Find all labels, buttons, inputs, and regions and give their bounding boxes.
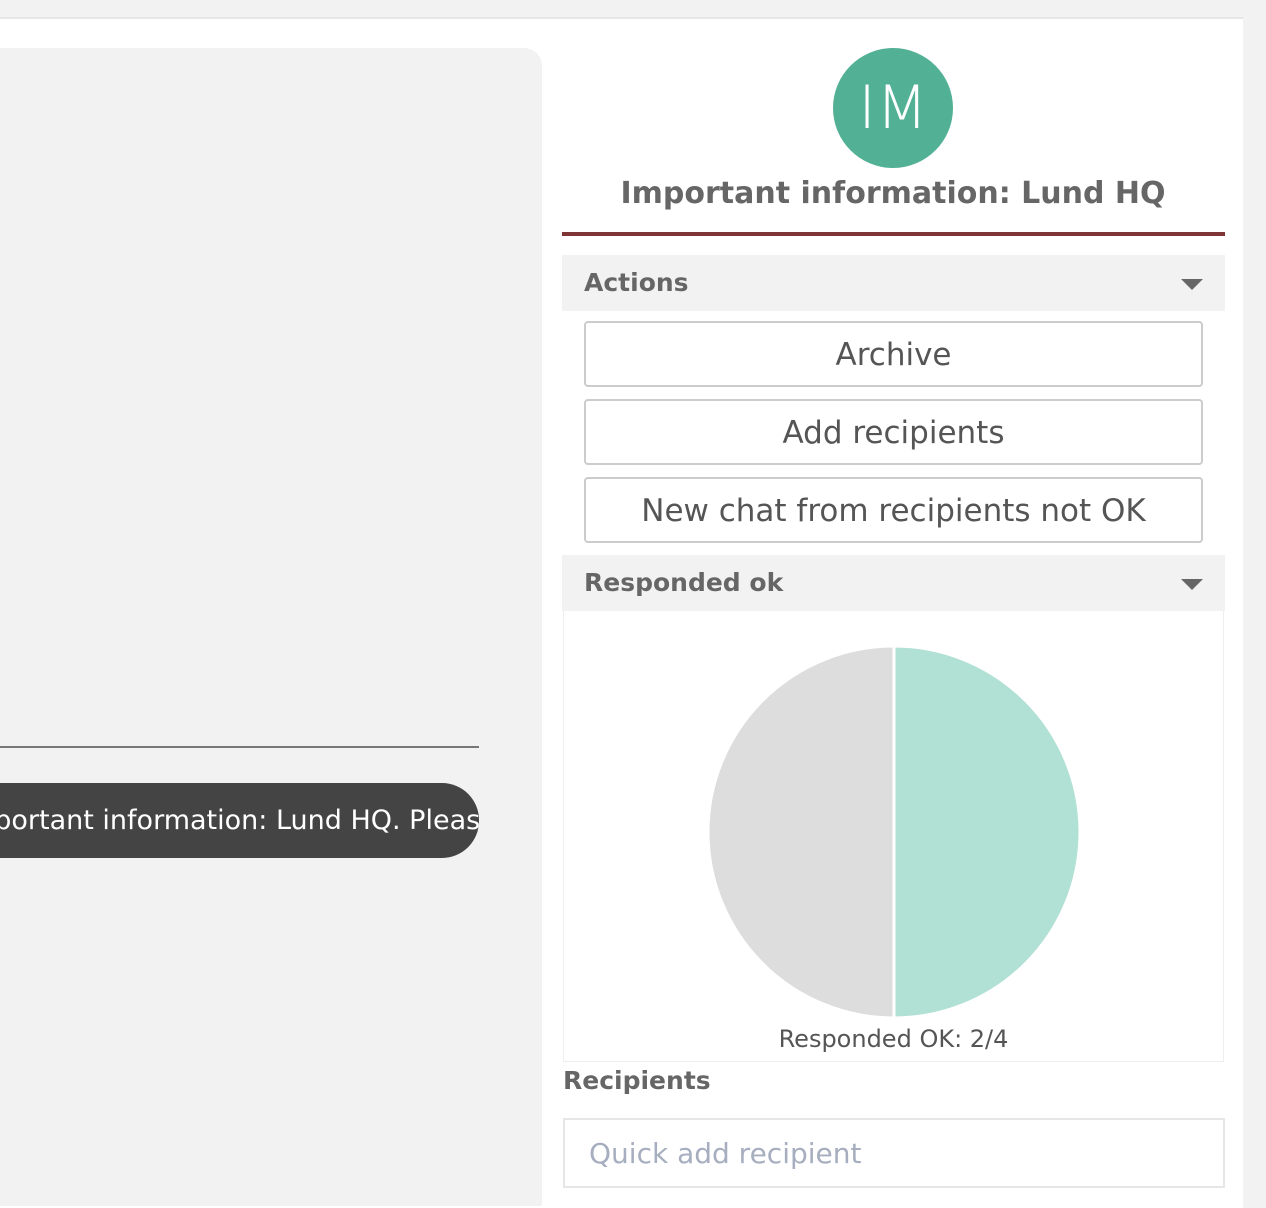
add-recipients-button[interactable]: Add recipients	[584, 399, 1203, 465]
quick-add-recipient-input[interactable]	[563, 1118, 1225, 1188]
chat-message-bubble: Important information: Lund HQ. Please p…	[0, 783, 479, 858]
archive-button[interactable]: Archive	[584, 321, 1203, 387]
chat-area	[0, 48, 542, 1206]
actions-header-label: Actions	[584, 268, 689, 297]
pie-slice-not-responded-ok	[706, 644, 896, 1020]
pie-slice-responded-ok	[892, 644, 1082, 1020]
new-chat-not-ok-button[interactable]: New chat from recipients not OK	[584, 477, 1203, 543]
responded-chart: Responded OK: 2/4	[563, 611, 1224, 1062]
recipients-label: Recipients	[563, 1066, 711, 1095]
chat-title: Important information: Lund HQ	[620, 176, 1166, 211]
responded-section-header[interactable]: Responded ok	[562, 555, 1225, 611]
pie-chart	[706, 644, 1082, 1020]
chat-divider	[0, 746, 479, 748]
responded-count-label: Responded OK: 2/4	[778, 1025, 1009, 1053]
chevron-down-icon[interactable]	[1181, 579, 1203, 590]
title-underline	[562, 232, 1225, 236]
avatar: IM	[833, 48, 953, 168]
chevron-down-icon[interactable]	[1181, 279, 1203, 290]
actions-section-header[interactable]: Actions	[562, 255, 1225, 311]
responded-header-label: Responded ok	[584, 568, 784, 597]
